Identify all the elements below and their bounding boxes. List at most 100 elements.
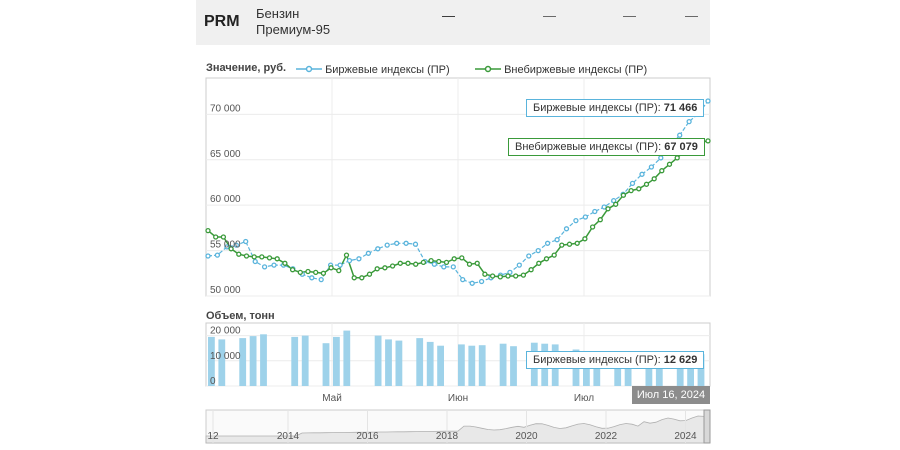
volume-bar[interactable] [426,341,434,386]
volume-bar[interactable] [249,336,257,386]
exchange-point[interactable] [563,226,570,232]
otc-point[interactable] [243,253,250,259]
exchange-point[interactable] [243,238,249,245]
volume-bar[interactable] [239,338,247,386]
exchange-point[interactable] [224,244,230,250]
otc-point[interactable] [589,224,596,230]
otc-point[interactable] [574,240,580,246]
otc-point[interactable] [482,271,488,277]
otc-point[interactable] [328,265,334,271]
volume-bar[interactable] [499,343,507,386]
otc-point[interactable] [505,273,511,279]
otc-point[interactable] [597,217,603,223]
exchange-point[interactable] [648,164,655,170]
volume-bar[interactable] [385,339,392,386]
otc-point[interactable] [266,255,273,261]
volume-bar[interactable] [291,336,299,386]
otc-point[interactable] [528,267,534,273]
otc-point[interactable] [620,192,627,198]
otc-point[interactable] [282,260,288,266]
otc-point[interactable] [613,201,619,207]
otc-point[interactable] [366,271,373,277]
exchange-point[interactable] [535,247,541,254]
volume-bar[interactable] [510,346,517,386]
otc-point[interactable] [305,268,311,275]
otc-point[interactable] [228,246,234,252]
otc-point[interactable] [443,259,450,266]
otc-point[interactable] [297,269,303,276]
legend-otc[interactable]: Внебиржевые индексы (ПР) [475,61,647,76]
otc-point[interactable] [436,258,442,265]
otc-point[interactable] [551,252,557,258]
volume-bar[interactable] [437,345,444,386]
otc-point[interactable] [359,275,365,281]
exchange-point[interactable] [526,253,532,259]
exchange-point[interactable] [582,214,589,220]
exchange-point[interactable] [592,208,598,215]
exchange-point[interactable] [233,242,239,248]
otc-point[interactable] [336,267,342,274]
volume-bar[interactable] [655,353,663,386]
exchange-point[interactable] [460,276,466,283]
volume-bar[interactable] [208,336,215,386]
otc-point[interactable] [351,275,357,281]
exchange-point[interactable] [450,264,456,270]
otc-point[interactable] [420,259,427,266]
otc-point[interactable] [513,273,519,279]
otc-point[interactable] [705,138,711,144]
volume-bar[interactable] [478,345,486,386]
volume-bar[interactable] [468,345,476,386]
otc-point[interactable] [397,260,403,266]
exchange-point[interactable] [271,262,277,268]
volume-bar[interactable] [416,338,424,386]
otc-point[interactable] [213,234,219,240]
volume-bar[interactable] [333,336,340,386]
exchange-point[interactable] [356,256,362,262]
otc-point[interactable] [605,206,611,212]
otc-point[interactable] [582,236,588,242]
navigator-handle[interactable] [703,409,711,444]
exchange-point[interactable] [252,258,258,265]
exchange-point[interactable] [403,240,409,246]
exchange-point[interactable] [478,278,485,285]
volume-bar[interactable] [374,335,382,386]
exchange-point[interactable] [365,250,372,256]
volume-bar[interactable] [395,340,403,386]
volume-bar[interactable] [301,335,309,386]
otc-point[interactable] [559,242,565,248]
exchange-point[interactable] [573,217,579,224]
otc-point[interactable] [497,274,503,280]
exchange-point[interactable] [375,246,381,252]
exchange-point[interactable] [214,252,221,258]
otc-point[interactable] [643,181,650,187]
volume-bar[interactable] [614,352,622,386]
otc-point[interactable] [405,260,411,266]
otc-point[interactable] [274,256,280,262]
volume-bar[interactable] [697,354,705,386]
exchange-point[interactable] [677,132,683,138]
volume-bar[interactable] [322,343,330,386]
exchange-point[interactable] [205,253,211,259]
exchange-point[interactable] [469,280,475,286]
otc-point[interactable] [343,252,350,258]
otc-point[interactable] [628,187,634,194]
otc-point[interactable] [413,261,419,267]
legend-exchange[interactable]: Биржевые индексы (ПР) [296,61,450,76]
otc-point[interactable] [666,161,673,167]
otc-point[interactable] [374,266,380,272]
volume-bar[interactable] [260,334,267,386]
otc-point[interactable] [382,265,388,271]
otc-point[interactable] [659,168,665,174]
exchange-point[interactable] [544,240,551,246]
otc-point[interactable] [566,241,573,247]
otc-point[interactable] [251,254,257,260]
otc-point[interactable] [389,263,396,269]
volume-bar[interactable] [218,339,226,386]
volume-bar[interactable] [676,353,684,386]
otc-point[interactable] [451,256,457,262]
otc-point[interactable] [205,227,211,234]
volume-bar[interactable] [593,353,601,386]
exchange-point[interactable] [639,171,645,177]
otc-point[interactable] [289,267,296,273]
